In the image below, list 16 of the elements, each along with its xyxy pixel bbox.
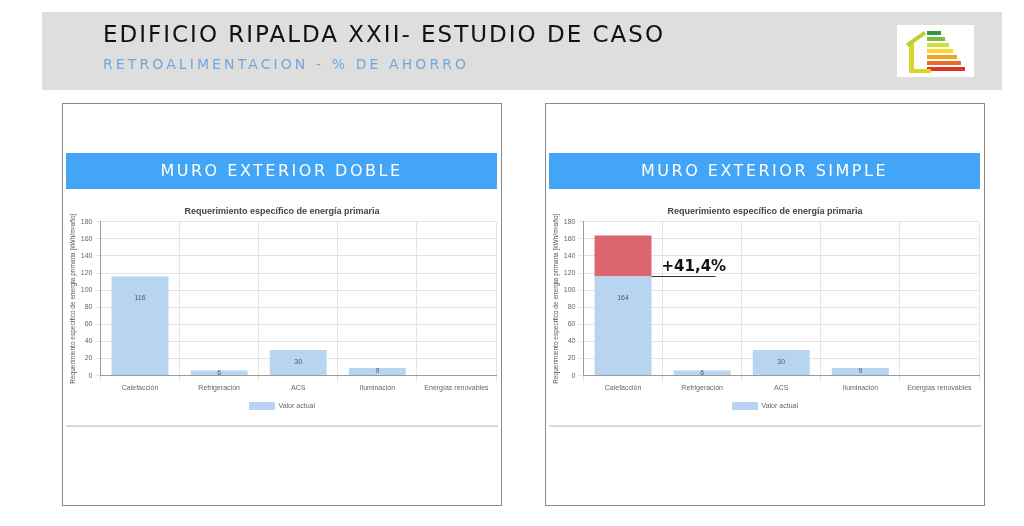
bar (831, 367, 889, 376)
chart-title: MURO EXTERIOR SIMPLE (549, 153, 980, 189)
annotation: +41,4% (661, 257, 727, 276)
bar (111, 276, 169, 376)
bar (594, 276, 652, 376)
chart-title: MURO EXTERIOR DOBLE (66, 153, 497, 189)
bar (752, 349, 810, 376)
chart-subtitle: Requerimiento específico de energía primaria (184, 205, 381, 216)
bar (269, 349, 327, 376)
bar (190, 370, 248, 376)
bar (348, 367, 406, 376)
text: EDIFICIO RIPALDA XXII- ESTUDIO DE CASO (103, 21, 666, 47)
chart-subtitle: Requerimiento específico de energía primaria (667, 205, 864, 216)
text: RETROALIMENTACION - % DE AHORRO (103, 56, 470, 72)
bar (594, 235, 652, 277)
bar (673, 370, 731, 376)
